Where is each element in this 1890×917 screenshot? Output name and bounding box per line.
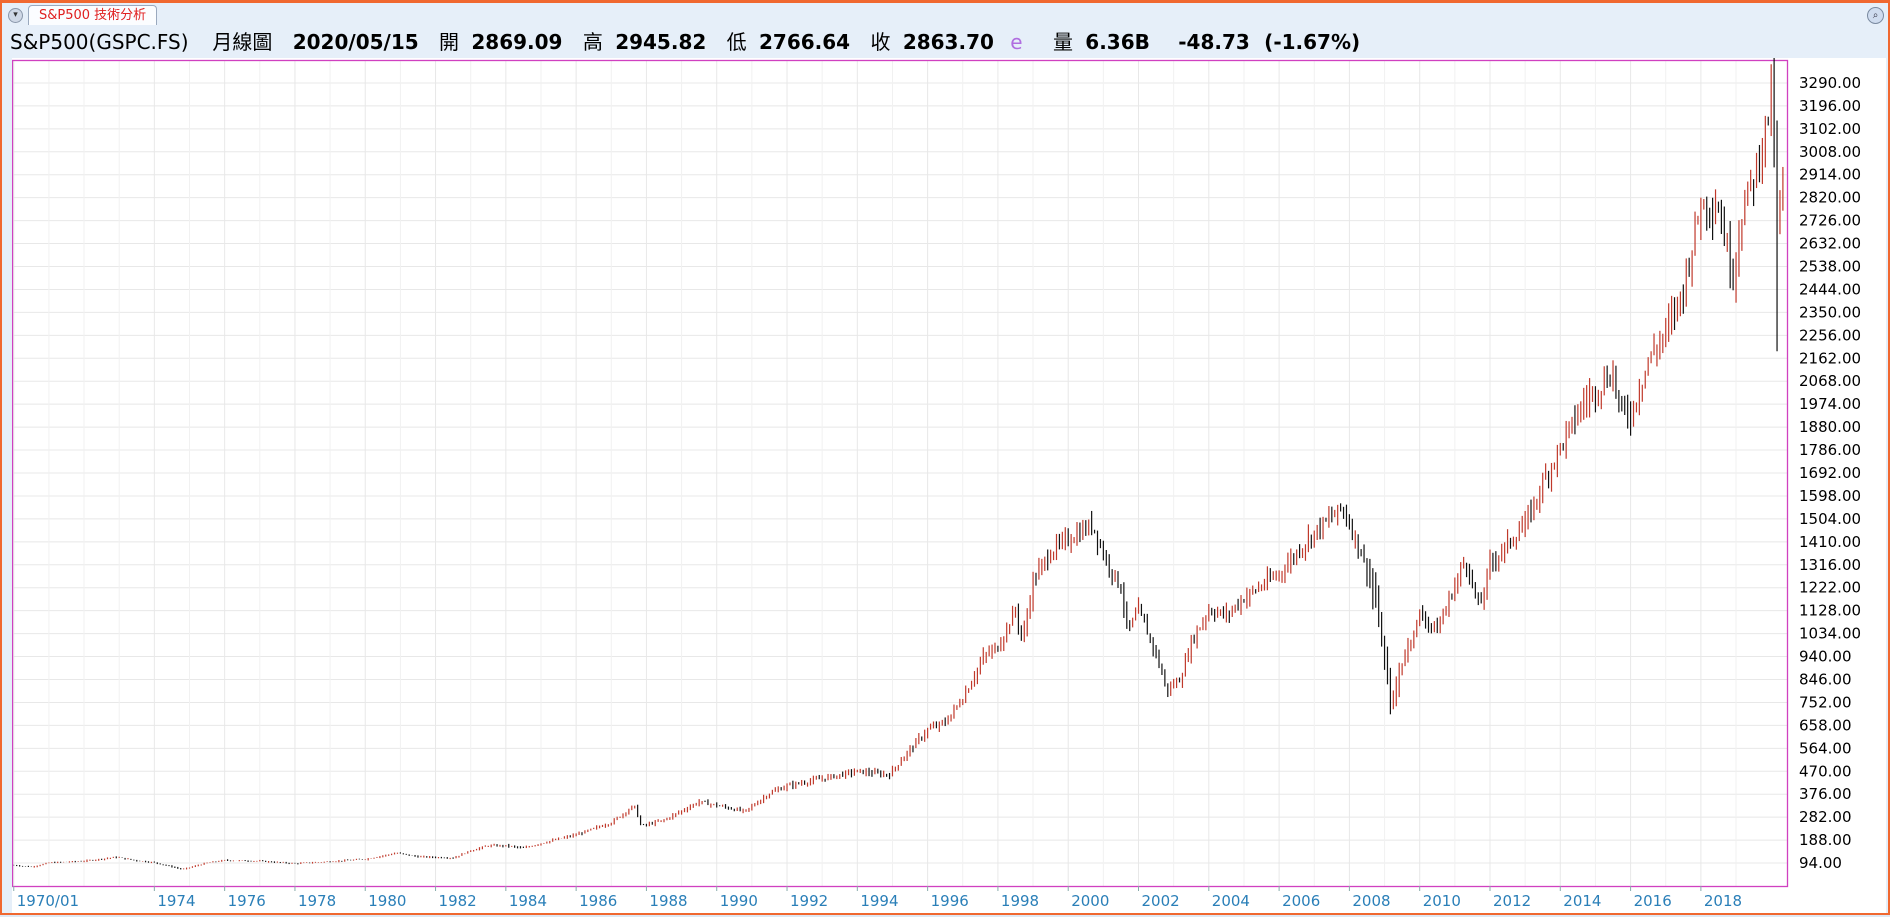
x-tick-label: 2014: [1563, 892, 1601, 910]
date-value: 2020/05/15: [292, 30, 419, 54]
x-tick-label: 2002: [1142, 892, 1180, 910]
chart-area[interactable]: 94.00 188.00 282.00 376.00 470.00 564.00 658.0…: [11, 57, 1886, 913]
y-tick-label: 282.00: [1799, 808, 1852, 826]
price-bars: [13, 57, 1784, 870]
y-tick-label: 2162.00: [1799, 349, 1861, 367]
tab-bar: ▾ S&P500 技術分析 ⌕: [2, 3, 1888, 25]
zoom-icon[interactable]: ⌕: [1867, 7, 1884, 24]
y-tick-label: 94.00: [1799, 854, 1842, 872]
change-percent: (-1.67%): [1264, 30, 1361, 54]
period-label: 月線圖: [212, 30, 273, 54]
x-tick-label: 1980: [368, 892, 406, 910]
x-axis-ticks: 1970/01 1974 1976 1978 1980 1982 1984 1986 1988 1…: [13, 886, 1742, 910]
symbol-label: S&P500(GSPC.FS): [10, 30, 189, 54]
y-tick-label: 1598.00: [1799, 487, 1861, 505]
y-tick-label: 2444.00: [1799, 280, 1861, 298]
y-tick-label: 3008.00: [1799, 143, 1861, 161]
estimate-flag: e: [1010, 30, 1023, 54]
tab-menu-icon[interactable]: ▾: [8, 8, 23, 23]
x-tick-label: 2010: [1423, 892, 1461, 910]
y-tick-label: 940.00: [1799, 648, 1852, 666]
y-tick-label: 1974.00: [1799, 395, 1861, 413]
x-tick-label: 1978: [298, 892, 336, 910]
y-tick-label: 470.00: [1799, 762, 1852, 780]
y-tick-label: 1692.00: [1799, 464, 1861, 482]
y-tick-label: 1410.00: [1799, 533, 1861, 551]
high-label: 高: [582, 30, 603, 54]
volume-label: 量: [1052, 30, 1073, 54]
close-value: 2863.70: [902, 30, 994, 54]
y-tick-label: 2914.00: [1799, 166, 1861, 184]
x-tick-label: 1986: [579, 892, 617, 910]
x-tick-label: 1990: [720, 892, 758, 910]
y-tick-label: 2350.00: [1799, 303, 1861, 321]
x-tick-label: 1982: [439, 892, 477, 910]
x-tick-label: 1976: [228, 892, 266, 910]
y-tick-label: 2256.00: [1799, 326, 1861, 344]
y-tick-label: 2632.00: [1799, 235, 1861, 253]
tab-sp500-analysis[interactable]: S&P500 技術分析: [28, 5, 158, 25]
plot-border: [11, 59, 1789, 888]
x-tick-label: 2008: [1352, 892, 1390, 910]
y-tick-label: 564.00: [1799, 739, 1852, 757]
low-value: 2766.64: [759, 30, 851, 54]
y-tick-label: 3196.00: [1799, 97, 1861, 115]
x-tick-label: 2004: [1212, 892, 1250, 910]
y-tick-label: 1504.00: [1799, 510, 1861, 528]
x-tick-label: 1974: [157, 892, 195, 910]
y-tick-label: 658.00: [1799, 716, 1852, 734]
y-tick-label: 3290.00: [1799, 74, 1861, 92]
volume-value: 6.36B: [1085, 30, 1150, 54]
y-tick-label: 1316.00: [1799, 556, 1861, 574]
open-value: 2869.09: [471, 30, 563, 54]
y-tick-label: 376.00: [1799, 785, 1852, 803]
grid-lines: [12, 60, 1787, 886]
y-tick-label: 188.00: [1799, 831, 1852, 849]
x-tick-label: 2000: [1071, 892, 1109, 910]
x-tick-label: 1970/01: [17, 892, 79, 910]
y-axis-ticks: 94.00 188.00 282.00 376.00 470.00 564.00 658.0…: [1799, 74, 1861, 872]
quote-info-bar: S&P500(GSPC.FS) 月線圖 2020/05/15 開 2869.09…: [10, 27, 1870, 57]
y-tick-label: 2068.00: [1799, 372, 1861, 390]
y-tick-label: 2726.00: [1799, 212, 1861, 230]
x-tick-label: 1988: [649, 892, 687, 910]
x-tick-label: 1994: [860, 892, 898, 910]
y-tick-label: 2820.00: [1799, 189, 1861, 207]
x-tick-label: 1996: [931, 892, 969, 910]
y-tick-label: 752.00: [1799, 693, 1852, 711]
change-value: -48.73: [1178, 30, 1250, 54]
y-tick-label: 2538.00: [1799, 258, 1861, 276]
close-label: 收: [870, 30, 891, 54]
x-tick-label: 1984: [509, 892, 547, 910]
ohlc-chart[interactable]: 94.00 188.00 282.00 376.00 470.00 564.00 658.0…: [11, 57, 1886, 913]
y-tick-label: 3102.00: [1799, 120, 1861, 138]
x-tick-label: 2012: [1493, 892, 1531, 910]
open-label: 開: [439, 30, 460, 54]
y-tick-label: 1128.00: [1799, 602, 1861, 620]
high-value: 2945.82: [615, 30, 707, 54]
y-tick-label: 1880.00: [1799, 418, 1861, 436]
y-tick-label: 1222.00: [1799, 579, 1861, 597]
y-tick-label: 1034.00: [1799, 625, 1861, 643]
y-tick-label: 846.00: [1799, 671, 1852, 689]
x-tick-label: 2016: [1634, 892, 1672, 910]
x-tick-label: 1998: [1001, 892, 1039, 910]
low-label: 低: [726, 30, 747, 54]
y-tick-label: 1786.00: [1799, 441, 1861, 459]
x-tick-label: 1992: [790, 892, 828, 910]
x-tick-label: 2006: [1282, 892, 1320, 910]
x-tick-label: 2018: [1704, 892, 1742, 910]
